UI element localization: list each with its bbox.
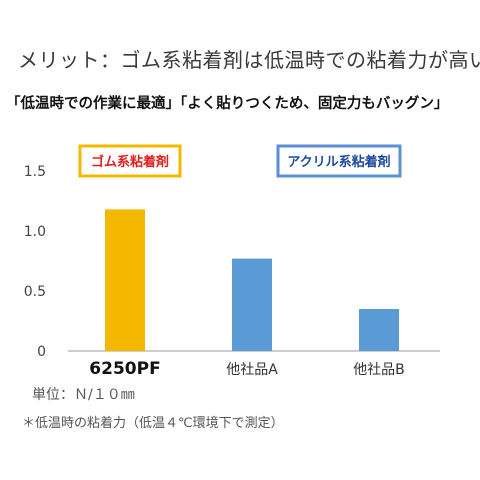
unit-note: 単位：Ｎ/１０㎜ bbox=[32, 387, 135, 403]
bar-1 bbox=[105, 209, 145, 351]
y-tick-label: 0 bbox=[37, 344, 46, 360]
x-tick-label: 他社品A bbox=[226, 362, 278, 378]
page-subtitle: 「低温時での作業に最適」「よく貼りつくため、固定力もバッグン」 bbox=[6, 96, 449, 112]
legend-acrylic-label: アクリル系粘着剤 bbox=[287, 154, 390, 170]
condition-note: ＊低温時の粘着力（低温４℃環境下で測定） bbox=[22, 416, 284, 431]
bar-3 bbox=[359, 309, 399, 351]
y-tick-label: 0.5 bbox=[24, 284, 46, 300]
page-title: メリット：ゴム系粘着剤は低温時での粘着力が高い bbox=[18, 48, 480, 72]
bar-2 bbox=[232, 258, 272, 351]
legend-rubber-label: ゴム系粘着剤 bbox=[91, 154, 169, 170]
y-tick-label: 1.5 bbox=[24, 164, 46, 180]
legend-rubber-box bbox=[78, 144, 182, 178]
x-tick-label: 6250PF bbox=[89, 359, 160, 379]
x-tick-label: 他社品B bbox=[353, 362, 405, 378]
legend-acrylic-box bbox=[276, 144, 402, 178]
y-tick-label: 1.0 bbox=[24, 224, 46, 240]
